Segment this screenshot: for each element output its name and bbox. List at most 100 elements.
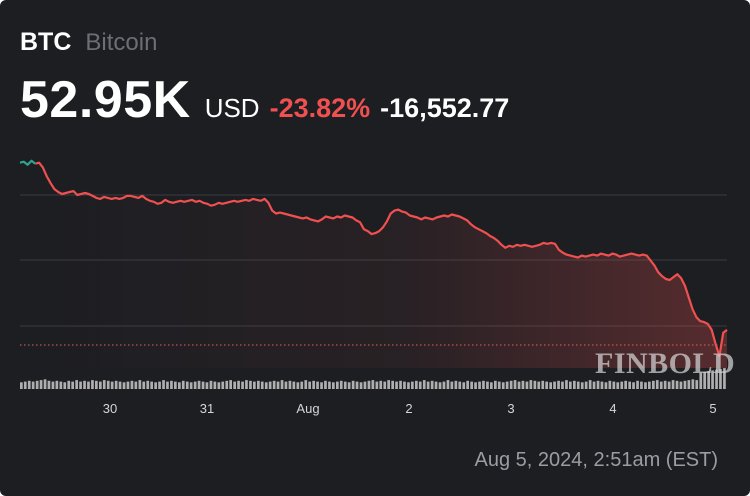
volume-bar <box>659 381 663 389</box>
volume-bar <box>154 382 157 389</box>
volume-bar <box>245 380 248 389</box>
volume-bar <box>640 381 643 389</box>
volume-bar <box>430 380 434 389</box>
x-tick-label: 30 <box>103 401 117 416</box>
volume-bar <box>387 380 390 389</box>
volume-bar <box>312 380 315 389</box>
x-tick-label: 5 <box>709 401 716 416</box>
volume-bar <box>715 369 718 389</box>
volume-bar <box>260 381 264 389</box>
price-row: 52.95K USD -23.82% -16,552.77 <box>20 70 509 130</box>
volume-bar <box>130 380 134 389</box>
volume-bar <box>391 380 394 389</box>
volume-bar <box>707 371 710 389</box>
volume-bar <box>201 381 205 389</box>
volume-bar <box>399 380 402 389</box>
volume-bar <box>462 382 466 389</box>
timestamp: Aug 5, 2024, 2:51am (EST) <box>474 449 718 471</box>
volume-bar <box>632 382 635 389</box>
volume-bar <box>719 368 722 389</box>
volume-bar <box>87 381 90 389</box>
volume-bar <box>426 381 430 389</box>
volume-bar <box>415 380 418 389</box>
x-tick-label: Aug <box>296 401 319 416</box>
volume-bar <box>616 382 620 389</box>
volume-bar <box>300 381 304 389</box>
volume-bar <box>106 380 110 389</box>
volume-bar <box>146 380 150 389</box>
volume-bar <box>257 380 260 389</box>
volume-bar <box>233 381 236 389</box>
volume-bar <box>600 381 604 389</box>
volume-bar <box>549 382 552 389</box>
volume-bar <box>675 380 679 389</box>
volume-bar <box>446 380 450 389</box>
volume-bar <box>221 381 225 389</box>
volume-bar <box>249 380 252 389</box>
volume-bar <box>565 380 568 389</box>
current-price: 52.95K <box>20 71 191 129</box>
volume-bar <box>71 381 74 389</box>
volume-bar <box>541 380 545 389</box>
volume-bar <box>264 382 268 389</box>
volume-bar <box>648 381 651 389</box>
volume-bar <box>55 380 59 389</box>
volume-bar <box>359 382 363 389</box>
volume-bar <box>573 380 576 389</box>
volume-bar <box>47 380 51 389</box>
volume-bar <box>181 380 185 389</box>
volume-bar <box>347 382 351 389</box>
volume-bar <box>213 381 217 389</box>
volume-bar <box>43 379 47 389</box>
volume-bar <box>612 381 616 389</box>
volume-bar <box>363 381 367 389</box>
volume-bar <box>513 380 517 389</box>
volume-bar <box>411 381 414 389</box>
volume-bar <box>482 380 485 389</box>
volume-bar <box>723 368 726 389</box>
volume-bar <box>403 381 406 389</box>
volume-bar <box>474 382 477 389</box>
volume-bar <box>162 380 165 389</box>
volume-bar <box>189 382 193 389</box>
price-line <box>35 161 728 358</box>
volume-bar <box>501 382 505 389</box>
volume-bar <box>35 380 39 389</box>
volume-bar <box>288 380 292 389</box>
volume-bar <box>663 380 667 389</box>
volume-bar <box>379 380 383 389</box>
volume-bar <box>138 380 142 389</box>
volume-bar <box>229 380 232 389</box>
volume-bar <box>537 381 541 389</box>
volume-bar <box>304 380 308 389</box>
volume-bar <box>63 382 67 389</box>
volume-bar <box>521 380 525 389</box>
volume-bar <box>434 381 438 389</box>
volume-bar <box>296 382 300 389</box>
volume-bar <box>193 381 197 389</box>
volume-bar <box>683 380 687 389</box>
volume-bar <box>23 381 27 389</box>
volume-bar <box>478 381 481 389</box>
volume-bar <box>280 380 284 389</box>
volume-bar <box>687 380 691 389</box>
asset-name: Bitcoin <box>85 29 158 56</box>
price-area-fill <box>20 160 727 368</box>
volume-bar <box>652 380 655 389</box>
volume-bar <box>59 381 63 389</box>
change-percent: -23.82% <box>269 93 371 123</box>
volume-bar <box>237 380 240 389</box>
volume-bar <box>308 381 311 389</box>
volume-bar <box>284 381 288 389</box>
volume-bar <box>95 380 98 389</box>
volume-bar <box>580 382 584 389</box>
volume-bar <box>533 380 537 389</box>
volume-bar <box>486 381 489 389</box>
volume-bar <box>39 380 43 389</box>
volume-bar <box>142 381 146 389</box>
volume-bar <box>367 380 371 389</box>
volume-bar <box>509 380 513 389</box>
x-tick-label: 3 <box>507 401 514 416</box>
volume-bar <box>134 381 138 389</box>
